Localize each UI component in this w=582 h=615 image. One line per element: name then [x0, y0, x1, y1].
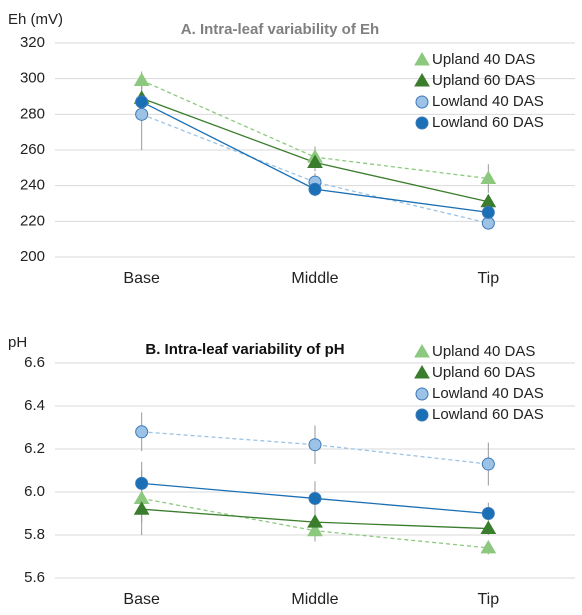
point: [133, 501, 150, 515]
y-tick-label: 6.6: [24, 354, 45, 371]
x-tick-label: Base: [123, 270, 160, 287]
point: [133, 72, 150, 86]
point: [480, 520, 497, 535]
point: [307, 154, 323, 168]
legend-marker: [415, 408, 429, 422]
legend-label: Upland 40 DAS: [432, 51, 535, 68]
legend-marker: [414, 73, 430, 87]
series-line: [141, 113, 489, 224]
point: [481, 457, 495, 471]
y-tick-label: 240: [20, 177, 45, 194]
legend-marker: [414, 344, 430, 358]
y-tick-label: 6.4: [24, 397, 45, 414]
point: [480, 539, 497, 554]
point: [308, 438, 322, 452]
y-tick-label: 260: [20, 141, 45, 158]
y-tick-label: 5.8: [24, 526, 45, 543]
y-tick-label: 5.6: [24, 569, 45, 586]
y-axis-label: Eh (mV): [8, 11, 63, 28]
legend-label: Upland 60 DAS: [432, 364, 535, 381]
y-tick-label: 220: [20, 212, 45, 229]
point: [307, 522, 323, 537]
point: [135, 95, 149, 109]
legend-label: Upland 40 DAS: [432, 343, 535, 360]
chart-title: A. Intra-leaf variability of Eh: [181, 21, 379, 38]
legend-label: Upland 60 DAS: [432, 72, 535, 89]
y-tick-label: 200: [20, 248, 45, 265]
legend-label: Lowland 40 DAS: [432, 385, 544, 402]
point: [135, 476, 149, 490]
x-tick-label: Tip: [478, 270, 500, 287]
point: [481, 205, 495, 219]
legend-marker: [415, 95, 429, 109]
x-tick-label: Tip: [478, 591, 500, 608]
y-axis-label: pH: [8, 334, 27, 351]
chart-title: B. Intra-leaf variability of pH: [145, 341, 344, 358]
legend-label: Lowland 60 DAS: [432, 114, 544, 131]
x-tick-label: Middle: [291, 591, 338, 608]
legend-marker: [415, 387, 429, 401]
point: [135, 425, 149, 439]
x-tick-label: Base: [123, 591, 160, 608]
legend-marker: [414, 52, 430, 66]
y-tick-label: 300: [20, 70, 45, 87]
point: [480, 170, 497, 185]
point: [308, 182, 322, 196]
legend-marker: [415, 116, 429, 130]
y-tick-label: 6.0: [24, 483, 45, 500]
y-tick-label: 6.2: [24, 440, 45, 457]
y-tick-label: 320: [20, 34, 45, 51]
point: [135, 107, 149, 121]
point: [308, 491, 322, 505]
point: [481, 507, 495, 520]
legend-label: Lowland 40 DAS: [432, 93, 544, 110]
y-tick-label: 280: [20, 105, 45, 122]
legend-marker: [414, 365, 430, 379]
legend-label: Lowland 60 DAS: [432, 406, 544, 423]
series-line: [141, 431, 489, 465]
point: [307, 514, 323, 528]
x-tick-label: Middle: [291, 270, 338, 287]
